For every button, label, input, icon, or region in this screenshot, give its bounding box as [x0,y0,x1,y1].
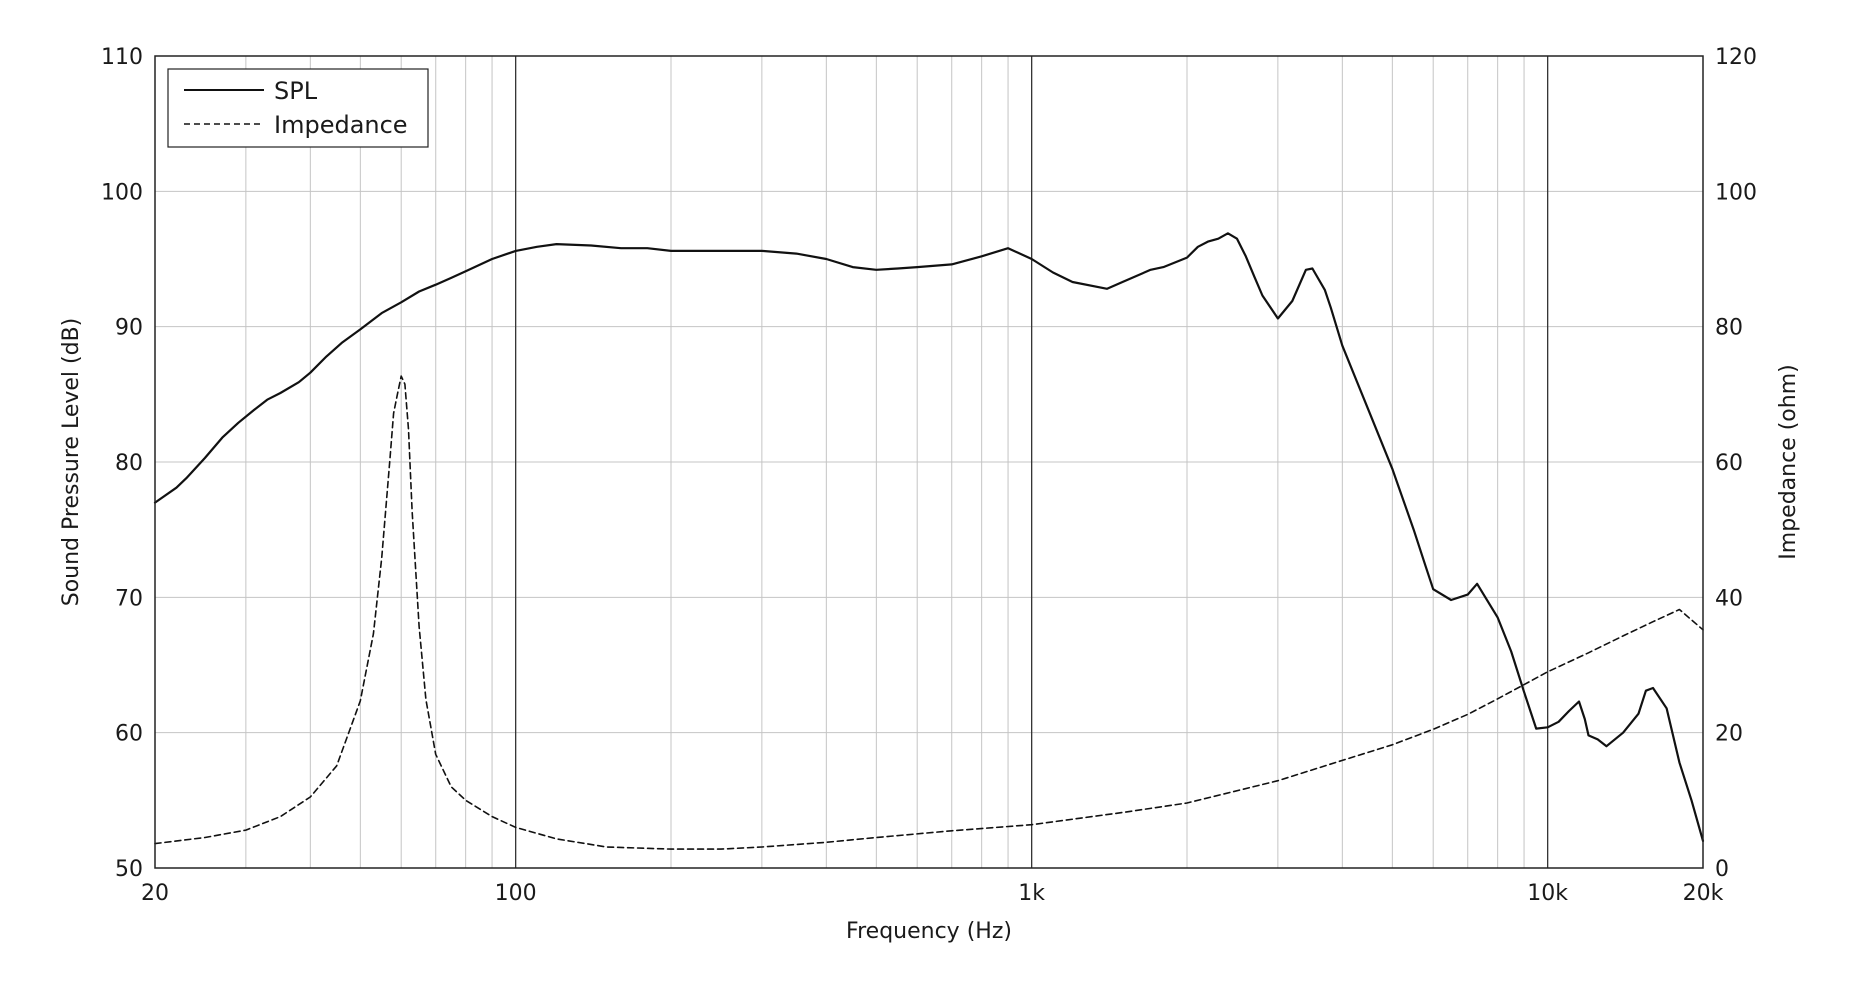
right-tick-label: 80 [1715,316,1743,341]
left-tick-label: 100 [101,180,143,205]
right-axis-ticks: 0 20 40 60 80 100 120 [1715,45,1757,882]
series-line-impedance [154,375,1704,850]
right-tick-label: 120 [1715,45,1757,70]
left-tick-label: 70 [115,586,143,611]
left-axis-title: Sound Pressure Level (dB) [59,318,84,607]
bottom-tick-label: 20k [1683,881,1724,906]
x-axis-title: Frequency (Hz) [846,919,1012,944]
left-tick-label: 90 [115,316,143,341]
legend-label-spl: SPL [274,77,318,105]
series-line-spl [153,232,1705,843]
legend-box [167,68,429,148]
legend-label-impedance: Impedance [274,111,408,139]
left-tick-label: 110 [101,45,143,70]
right-tick-label: 0 [1715,857,1729,882]
bottom-axis-ticks: 20 100 1k 10k 20k [141,881,1724,906]
legend: SPL Impedance [167,68,429,148]
plot-frame [154,55,1704,869]
bottom-tick-label: 20 [141,881,169,906]
major-grid [155,56,1703,868]
left-tick-label: 50 [115,857,143,882]
right-tick-label: 40 [1715,586,1743,611]
bottom-tick-label: 1k [1018,881,1045,906]
left-axis-ticks: 50 60 70 80 90 100 110 [101,45,143,882]
right-tick-label: 20 [1715,722,1743,747]
left-tick-label: 60 [115,722,143,747]
right-tick-label: 100 [1715,180,1757,205]
bottom-tick-label: 100 [495,881,537,906]
left-tick-label: 80 [115,451,143,476]
series-layer [153,232,1705,850]
bottom-tick-label: 10k [1527,881,1568,906]
right-tick-label: 60 [1715,451,1743,476]
right-axis-title: Impedance (ohm) [1776,364,1801,559]
